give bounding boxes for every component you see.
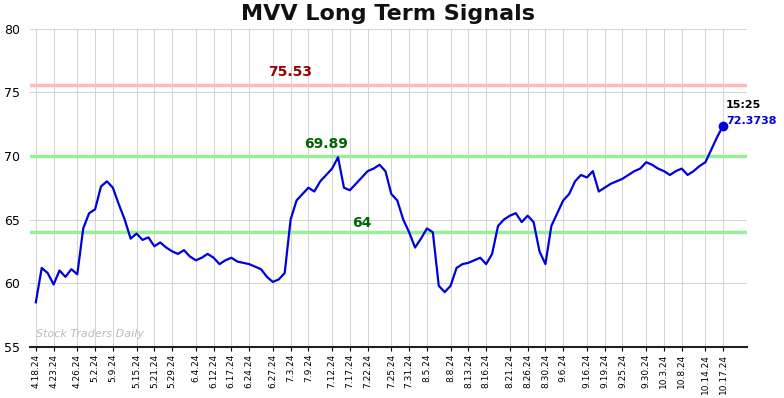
- Text: 64: 64: [352, 216, 372, 230]
- Text: 72.3738: 72.3738: [726, 116, 777, 126]
- Text: 75.53: 75.53: [269, 65, 313, 80]
- Text: 15:25: 15:25: [726, 100, 761, 110]
- Text: 69.89: 69.89: [304, 137, 348, 151]
- Title: MVV Long Term Signals: MVV Long Term Signals: [241, 4, 535, 24]
- Text: Stock Traders Daily: Stock Traders Daily: [36, 329, 143, 339]
